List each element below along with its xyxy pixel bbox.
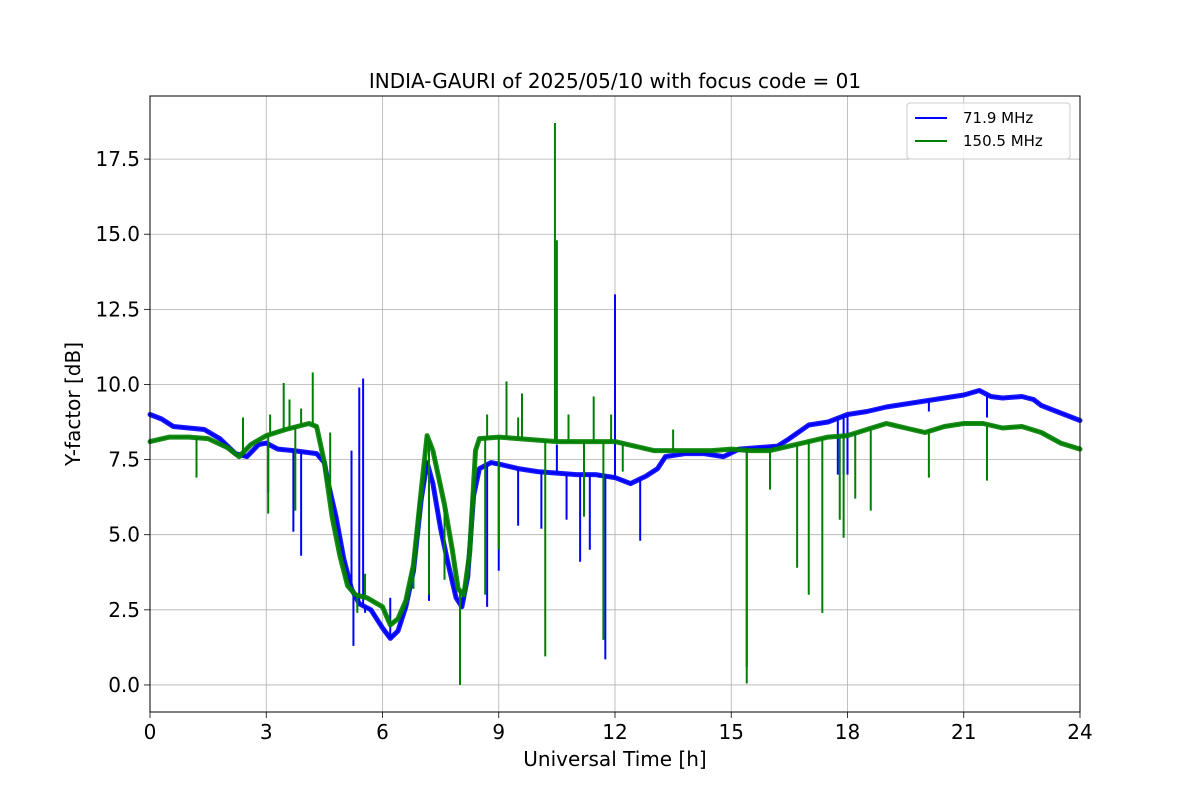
x-tick-label: 15 [719, 720, 744, 744]
x-tick-label: 24 [1067, 720, 1092, 744]
y-tick-label: 12.5 [95, 297, 140, 321]
x-tick-label: 9 [492, 720, 505, 744]
y-axis-label: Y-factor [dB] [61, 342, 85, 467]
y-tick-label: 0.0 [108, 673, 140, 697]
x-tick-label: 18 [835, 720, 860, 744]
x-tick-label: 6 [376, 720, 389, 744]
y-tick-label: 5.0 [108, 523, 140, 547]
y-tick-label: 2.5 [108, 598, 140, 622]
series-lines [147, 123, 1083, 685]
legend-label: 150.5 MHz [963, 132, 1043, 150]
x-tick-label: 3 [260, 720, 273, 744]
x-axis-label: Universal Time [h] [523, 747, 706, 771]
x-tick-label: 12 [602, 720, 627, 744]
legend: 71.9 MHz 150.5 MHz [906, 102, 1071, 160]
y-tick-label: 7.5 [108, 448, 140, 472]
chart-title: INDIA-GAURI of 2025/05/10 with focus cod… [369, 69, 861, 93]
x-tick-label: 0 [144, 720, 157, 744]
y-tick-label: 15.0 [95, 222, 140, 246]
legend-label: 71.9 MHz [963, 109, 1033, 127]
x-tick-label: 21 [951, 720, 976, 744]
y-tick-label: 10.0 [95, 372, 140, 396]
series-1 [147, 123, 1083, 685]
ticks: 0 3 6 9 12 15 18 21 24 0.0 2.5 5.0 7.5 10.0 12.5 15.0 17… [95, 147, 1092, 744]
legend-box [906, 102, 1071, 160]
y-tick-label: 17.5 [95, 147, 140, 171]
